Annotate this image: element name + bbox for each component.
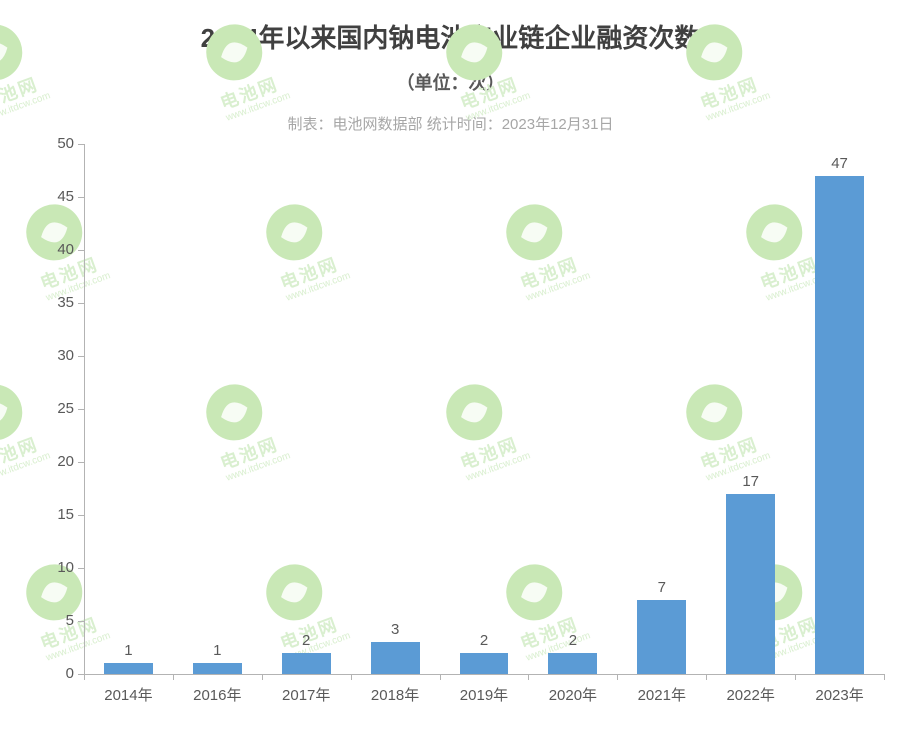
y-tick-label: 5 [20, 612, 74, 629]
y-tick-mark [78, 144, 84, 145]
y-tick-label: 40 [20, 241, 74, 258]
bar [282, 653, 331, 674]
x-category-label: 2017年 [262, 684, 351, 705]
bar-value-label: 17 [721, 473, 781, 490]
bar [460, 653, 509, 674]
y-tick-label: 35 [20, 294, 74, 311]
bar [637, 600, 686, 674]
chart-container: 电池网www.itdcw.com电池网www.itdcw.com电池网www.i… [0, 0, 901, 736]
x-category-label: 2016年 [173, 684, 262, 705]
y-tick-label: 15 [20, 506, 74, 523]
x-tick-mark [351, 674, 352, 680]
y-tick-label: 10 [20, 559, 74, 576]
x-category-label: 2019年 [440, 684, 529, 705]
bar-value-label: 2 [454, 632, 514, 649]
bar [371, 642, 420, 674]
bar-value-label: 1 [187, 642, 247, 659]
x-tick-mark [440, 674, 441, 680]
x-tick-mark [706, 674, 707, 680]
bar-value-label: 47 [810, 155, 870, 172]
y-tick-mark [78, 621, 84, 622]
y-tick-mark [78, 303, 84, 304]
bar [815, 176, 864, 674]
x-tick-mark [617, 674, 618, 680]
y-tick-mark [78, 568, 84, 569]
x-tick-mark [262, 674, 263, 680]
chart-subtitle: （单位：次） [20, 69, 881, 95]
x-category-label: 2023年 [795, 684, 884, 705]
y-tick-mark [78, 409, 84, 410]
x-category-label: 2020年 [528, 684, 617, 705]
bar-value-label: 2 [276, 632, 336, 649]
chart-title: 2014年以来国内钠电池产业链企业融资次数 [20, 18, 881, 55]
x-tick-mark [884, 674, 885, 680]
bar-value-label: 1 [98, 642, 158, 659]
y-tick-mark [78, 356, 84, 357]
y-tick-mark [78, 462, 84, 463]
bar-value-label: 2 [543, 632, 603, 649]
x-axis [84, 674, 884, 675]
x-tick-mark [528, 674, 529, 680]
y-tick-label: 25 [20, 400, 74, 417]
bar-value-label: 3 [365, 621, 425, 638]
y-tick-label: 30 [20, 347, 74, 364]
y-tick-mark [78, 515, 84, 516]
y-tick-mark [78, 197, 84, 198]
x-tick-mark [795, 674, 796, 680]
bar [104, 663, 153, 674]
x-tick-mark [84, 674, 85, 680]
bar [726, 494, 775, 674]
chart-source: 制表：电池网数据部 统计时间：2023年12月31日 [20, 113, 881, 134]
x-category-label: 2014年 [84, 684, 173, 705]
bar [548, 653, 597, 674]
y-tick-label: 50 [20, 135, 74, 152]
x-category-label: 2022年 [706, 684, 795, 705]
x-category-label: 2021年 [617, 684, 706, 705]
bar-value-label: 7 [632, 579, 692, 596]
y-tick-label: 0 [20, 665, 74, 682]
y-tick-label: 20 [20, 453, 74, 470]
y-tick-label: 45 [20, 188, 74, 205]
x-tick-mark [173, 674, 174, 680]
x-category-label: 2018年 [351, 684, 440, 705]
y-tick-mark [78, 250, 84, 251]
y-axis [84, 144, 85, 674]
chart-area: 0510152025303540455012014年12016年22017年32… [20, 144, 881, 714]
bar [193, 663, 242, 674]
